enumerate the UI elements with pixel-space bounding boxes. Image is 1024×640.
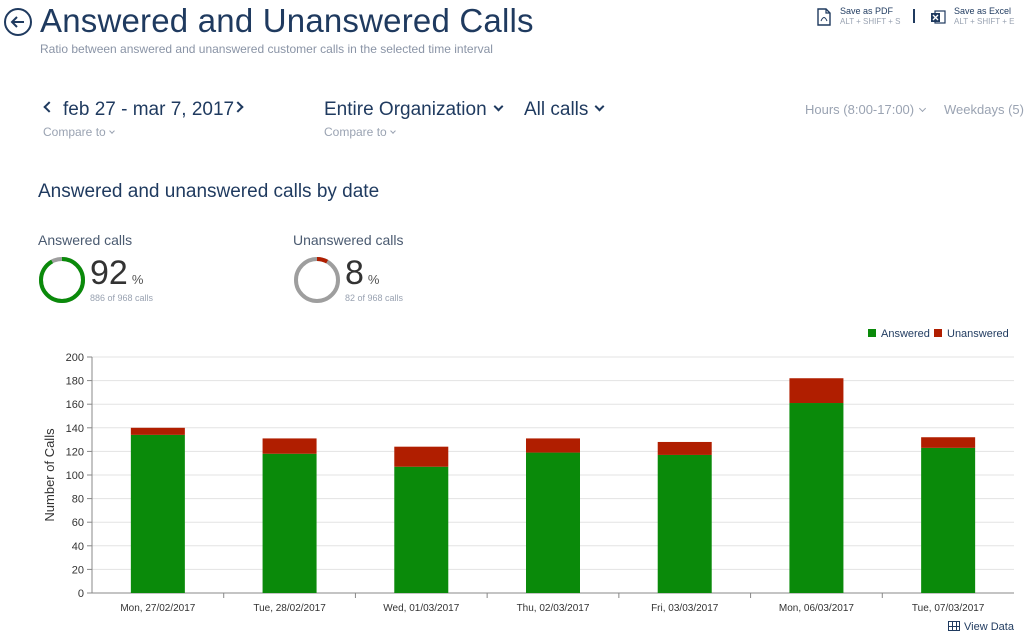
x-tick-label: Mon, 27/02/2017	[120, 603, 195, 614]
y-tick-label: 80	[72, 494, 84, 506]
answered-percent: 92	[90, 254, 128, 292]
bar-answered	[789, 403, 844, 593]
date-compare-dropdown[interactable]: Compare to	[43, 125, 115, 139]
unanswered-unit: %	[367, 272, 380, 287]
date-compare-label: Compare to	[43, 125, 106, 139]
view-data-button[interactable]: View Data	[948, 621, 1014, 633]
bar-answered	[526, 452, 580, 593]
answered-stat-sub: 886 of 968 calls	[90, 293, 154, 303]
y-tick-label: 0	[78, 588, 84, 600]
unanswered-stat-value: 8%	[345, 254, 379, 293]
hours-label: Hours (8:00-17:00)	[805, 102, 915, 117]
excel-label: Save as Excel	[954, 6, 1012, 16]
bar-unanswered	[789, 378, 844, 404]
legend-unanswered[interactable]: Unanswered	[934, 328, 1009, 340]
pdf-shortcut: ALT + SHIFT + S	[840, 17, 901, 26]
chevron-down-icon	[594, 102, 605, 112]
y-tick-label: 160	[66, 399, 84, 411]
bar-answered	[657, 454, 712, 593]
org-compare-dropdown[interactable]: Compare to	[324, 125, 396, 139]
unanswered-ring	[294, 257, 340, 303]
x-tick-label: Tue, 07/03/2017	[912, 603, 985, 614]
pdf-file-icon	[817, 8, 831, 26]
chevron-down-icon	[389, 127, 396, 134]
answered-stat: Answered calls 92% 886 of 968 calls	[38, 232, 238, 312]
bar-answered	[262, 453, 317, 593]
legend-answered-swatch	[868, 329, 876, 338]
previous-period-chevron-icon[interactable]	[43, 101, 55, 113]
legend-unanswered-label: Unanswered	[947, 328, 1009, 340]
y-tick-label: 140	[66, 423, 84, 435]
bar-answered	[921, 447, 976, 593]
unanswered-stat: Unanswered calls 8% 82 of 968 calls	[293, 232, 493, 312]
section-title: Answered and unanswered calls by date	[38, 181, 380, 202]
answered-stat-value: 92%	[90, 254, 143, 293]
table-icon	[948, 621, 960, 632]
save-as-pdf-button[interactable]: Save as PDF ALT + SHIFT + S	[816, 6, 900, 27]
legend-unanswered-swatch	[934, 329, 942, 338]
export-divider	[913, 9, 915, 23]
legend-answered-label: Answered	[881, 328, 930, 340]
page-title: Answered and Unanswered Calls	[40, 2, 534, 39]
unanswered-percent: 8	[345, 254, 364, 292]
unanswered-stat-sub: 82 of 968 calls	[345, 293, 404, 303]
x-tick-label: Wed, 01/03/2017	[383, 603, 459, 614]
chevron-down-icon	[919, 105, 927, 113]
unanswered-ring-arc	[294, 257, 340, 303]
bar-unanswered	[262, 438, 317, 454]
save-as-excel-button[interactable]: Save as Excel ALT + SHIFT + E	[930, 6, 1014, 27]
hours-dropdown[interactable]: Hours (8:00-17:00)	[805, 102, 927, 117]
y-tick-label: 200	[66, 352, 84, 364]
arrow-left-icon	[10, 16, 24, 28]
legend-answered[interactable]: Answered	[868, 328, 930, 340]
x-tick-label: Tue, 28/02/2017	[253, 603, 326, 614]
answered-ring	[39, 257, 85, 303]
x-tick-label: Fri, 03/03/2017	[651, 603, 719, 614]
pdf-label: Save as PDF	[840, 6, 894, 16]
y-tick-label: 180	[66, 376, 84, 388]
bar-unanswered	[394, 446, 449, 467]
unanswered-stat-label: Unanswered calls	[293, 232, 404, 248]
y-tick-label: 100	[66, 470, 84, 482]
bar-unanswered	[130, 427, 185, 435]
y-tick-label: 60	[72, 517, 84, 529]
call-type-label: All calls	[524, 99, 589, 120]
bar-unanswered	[657, 441, 712, 455]
y-tick-label: 120	[66, 446, 84, 458]
chevron-down-icon	[493, 102, 504, 112]
bar-answered	[130, 434, 185, 593]
answered-stat-label: Answered calls	[38, 232, 133, 248]
y-tick-label: 40	[72, 541, 84, 553]
organization-label: Entire Organization	[324, 99, 487, 120]
back-button[interactable]	[4, 8, 32, 36]
date-range-selector[interactable]: feb 27 - mar 7, 2017	[63, 99, 235, 120]
y-tick-label: 20	[72, 564, 84, 576]
answered-ring-arc	[39, 257, 85, 303]
chevron-down-icon	[108, 127, 115, 134]
calls-bar-chart: 0 20 40 60 80 100 120 140 160 180 200 Number of Cal…	[42, 352, 1014, 614]
bar-unanswered	[526, 438, 580, 453]
call-type-dropdown[interactable]: All calls	[524, 99, 605, 121]
x-tick-label: Thu, 02/03/2017	[517, 603, 590, 614]
excel-shortcut: ALT + SHIFT + E	[954, 17, 1015, 26]
bar-unanswered	[921, 437, 976, 448]
weekdays-dropdown[interactable]: Weekdays (5)	[944, 102, 1024, 117]
view-data-label: View Data	[964, 621, 1014, 633]
answered-unit: %	[131, 272, 144, 287]
page-subtitle: Ratio between answered and unanswered cu…	[40, 42, 493, 56]
x-tick-label: Mon, 06/03/2017	[779, 603, 854, 614]
y-axis-label: Number of Calls	[42, 428, 57, 522]
excel-file-icon	[931, 10, 946, 24]
org-compare-label: Compare to	[324, 125, 387, 139]
organization-dropdown[interactable]: Entire Organization	[324, 99, 504, 121]
weekdays-label: Weekdays (5)	[944, 102, 1024, 117]
bar-answered	[394, 466, 449, 593]
